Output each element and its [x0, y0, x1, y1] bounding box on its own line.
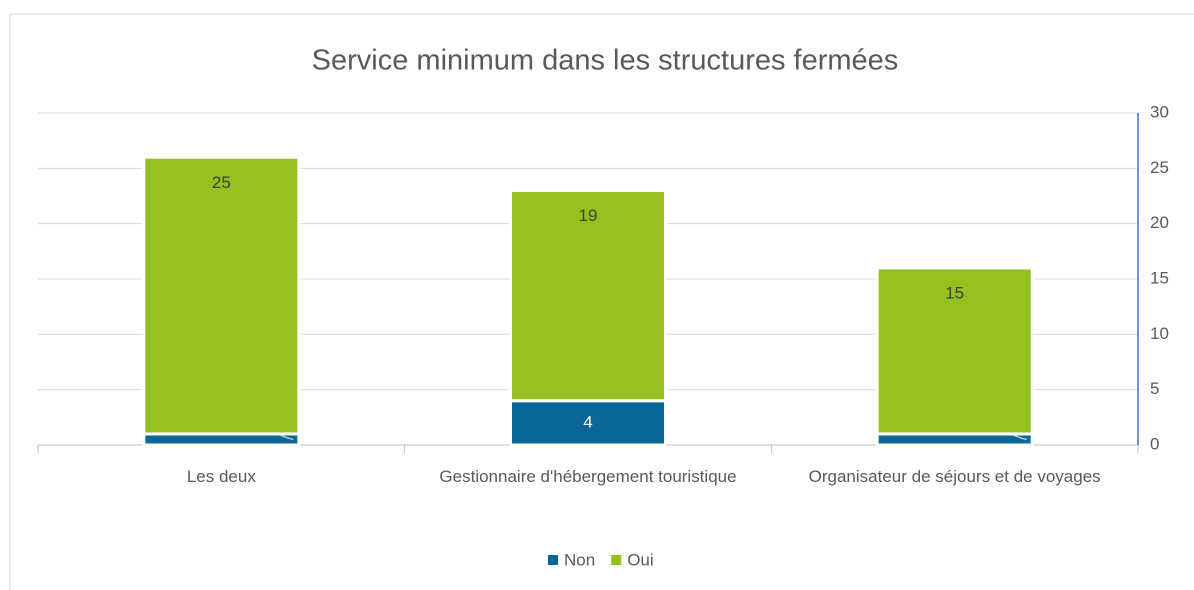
legend-swatch — [611, 555, 622, 565]
x-tick-label: Les deux — [186, 467, 256, 486]
bar-segment — [875, 432, 1034, 447]
y-tick-label: 10 — [1150, 324, 1169, 343]
bar-segment — [875, 266, 1034, 436]
bar-segment — [509, 399, 667, 447]
y-tick-label: 20 — [1150, 213, 1169, 232]
legend-label: Non — [564, 550, 595, 569]
bar-segment — [142, 432, 301, 447]
bar-segment — [142, 155, 301, 436]
chart-title: Service minimum dans les structures ferm… — [312, 45, 899, 77]
y-tick-label: 0 — [1150, 434, 1159, 453]
y-tick-label: 5 — [1150, 379, 1159, 398]
y-tick-label: 30 — [1150, 102, 1169, 121]
x-tick-label: Organisateur de séjours et de voyages — [808, 467, 1101, 486]
data-label: 15 — [945, 283, 964, 302]
y-tick-label: 15 — [1150, 268, 1169, 287]
bar-segment — [509, 188, 667, 403]
chart-frame — [9, 13, 1194, 590]
legend-label: Oui — [627, 550, 653, 569]
data-label: 25 — [212, 173, 231, 192]
x-tick-label: Gestionnaire d'hébergement touristique — [439, 467, 737, 486]
y-tick-label: 25 — [1150, 158, 1169, 177]
data-label: 4 — [583, 412, 592, 431]
data-label: 19 — [579, 206, 598, 225]
legend-swatch — [548, 555, 558, 565]
